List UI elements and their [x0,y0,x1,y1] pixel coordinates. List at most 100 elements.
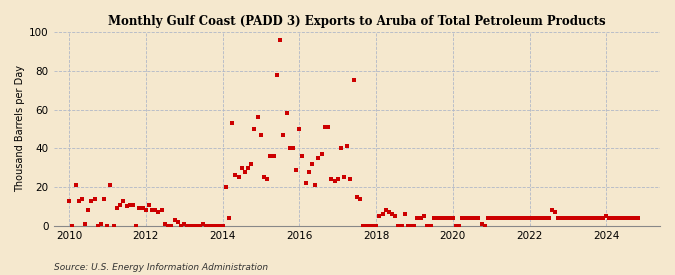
Point [99,197,110,201]
Point [339,175,350,180]
Point [246,162,256,166]
Point [524,216,535,220]
Point [217,224,228,228]
Point [387,212,398,216]
Point [527,216,538,220]
Point [409,224,420,228]
Point [288,146,298,150]
Point [310,183,321,187]
Point [252,115,263,119]
Point [73,199,84,203]
Point [140,208,151,213]
Point [512,216,522,220]
Point [543,216,554,220]
Point [182,224,192,228]
Point [435,216,446,220]
Point [95,222,106,226]
Point [431,216,442,220]
Point [348,78,359,82]
Point [230,173,240,178]
Point [297,154,308,158]
Point [243,166,254,170]
Point [377,212,388,216]
Point [448,216,458,220]
Point [124,202,135,207]
Point [323,125,333,129]
Point [457,216,468,220]
Point [153,210,164,214]
Point [223,216,234,220]
Point [227,121,238,125]
Point [531,216,541,220]
Point [393,224,404,228]
Point [118,199,129,203]
Point [601,214,612,218]
Point [111,206,122,211]
Point [102,224,113,228]
Point [632,216,643,220]
Point [207,224,218,228]
Point [361,224,372,228]
Point [418,214,429,218]
Point [262,177,273,182]
Point [400,212,410,216]
Point [63,199,74,203]
Point [80,222,90,226]
Point [205,224,215,228]
Text: Source: U.S. Energy Information Administration: Source: U.S. Energy Information Administ… [54,263,268,272]
Point [483,216,493,220]
Point [460,216,471,220]
Point [345,177,356,182]
Point [556,216,567,220]
Point [234,175,244,180]
Point [495,216,506,220]
Point [198,222,209,226]
Point [268,154,279,158]
Point [466,216,477,220]
Point [329,179,340,183]
Point [518,216,529,220]
Point [115,202,126,207]
Point [591,216,602,220]
Point [502,216,512,220]
Point [428,216,439,220]
Point [617,216,628,220]
Point [492,216,503,220]
Point [300,181,311,185]
Point [608,216,618,220]
Point [275,37,286,42]
Point [169,218,180,222]
Point [326,177,337,182]
Point [281,111,292,116]
Point [277,133,288,137]
Point [134,206,144,211]
Point [304,169,315,174]
Point [294,127,304,131]
Point [240,169,250,174]
Point [560,216,570,220]
Point [368,224,379,228]
Point [211,224,221,228]
Point [192,224,202,228]
Point [109,224,119,228]
Point [454,224,464,228]
Point [623,216,634,220]
Point [585,216,595,220]
Point [521,216,532,220]
Point [236,166,247,170]
Point [588,216,599,220]
Point [147,208,158,213]
Point [364,224,375,228]
Point [540,216,551,220]
Point [166,224,177,228]
Point [150,208,161,213]
Point [92,224,103,228]
Point [374,214,385,218]
Point [179,222,190,226]
Point [172,220,183,224]
Point [76,197,87,201]
Point [620,216,631,220]
Point [582,216,593,220]
Point [464,216,475,220]
Point [255,133,266,137]
